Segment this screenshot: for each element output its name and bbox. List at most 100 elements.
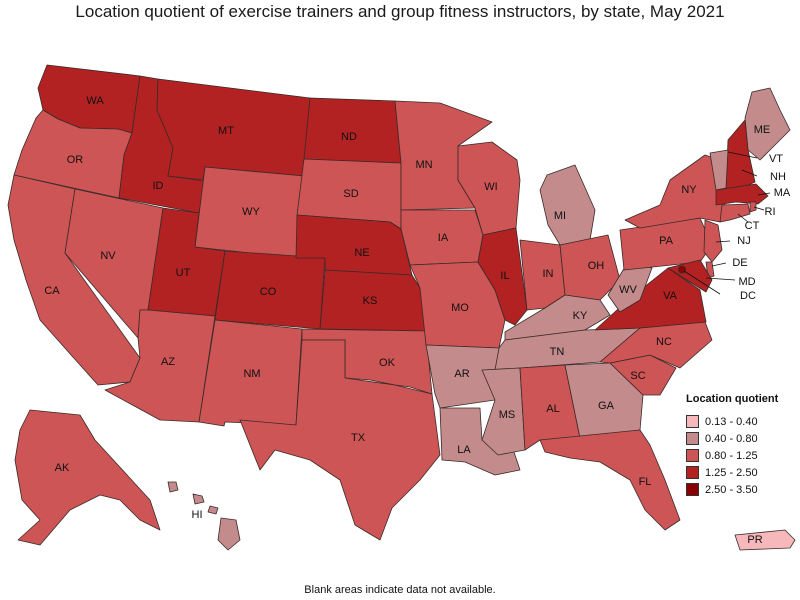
state-il: [477, 227, 528, 326]
state-label-il: IL: [500, 270, 509, 282]
state-label-mn: MN: [415, 159, 432, 171]
state-label-de: DE: [732, 257, 747, 269]
state-ar: [425, 344, 500, 409]
label-leader-lines: [683, 151, 771, 295]
state-label-sd: SD: [343, 188, 358, 200]
state-label-or: OR: [67, 154, 84, 166]
legend-label: 0.40 - 0.80: [705, 432, 758, 445]
state-label-ny: NY: [681, 184, 697, 196]
state-label-ks: KS: [363, 295, 378, 307]
state-label-ak: AK: [55, 462, 70, 474]
state-tx: [239, 339, 441, 541]
state-fl: [539, 429, 681, 531]
state-nj: [703, 219, 723, 263]
leader-line-de: [711, 262, 727, 267]
state-ak: [14, 409, 161, 546]
state-label-ga: GA: [598, 400, 615, 412]
leader-line-ma: [757, 192, 771, 196]
state-label-ct: CT: [745, 220, 760, 232]
state-ri: [749, 201, 757, 213]
legend: Location quotient 0.13 - 0.40 0.40 - 0.8…: [686, 393, 796, 498]
state-label-nd: ND: [341, 131, 357, 143]
state-ga: [564, 362, 644, 439]
state-mi: [539, 164, 596, 246]
leader-line-nh: [741, 169, 758, 177]
state-pr: [734, 529, 796, 551]
state-label-ma: MA: [774, 187, 791, 199]
legend-swatch: [686, 415, 699, 428]
state-label-ar: AR: [454, 368, 469, 380]
states-layer: [7, 64, 796, 551]
state-label-ne: NE: [354, 247, 369, 259]
state-la: [439, 407, 521, 476]
state-label-mi: MI: [554, 210, 566, 222]
state-label-wy: WY: [242, 206, 260, 218]
legend-item: 0.80 - 1.25: [686, 447, 796, 464]
footnote: Blank areas indicate data not available.: [304, 584, 496, 596]
state-label-pr: PR: [747, 534, 762, 546]
legend-label: 0.13 - 0.40: [705, 415, 758, 428]
state-label-nv: NV: [100, 250, 116, 262]
legend-label: 1.25 - 2.50: [705, 466, 758, 479]
state-label-vt: VT: [769, 153, 783, 165]
state-oh: [559, 234, 621, 301]
legend-label: 0.80 - 1.25: [705, 449, 758, 462]
legend-item: 0.40 - 0.80: [686, 430, 796, 447]
state-vt: [709, 149, 729, 191]
legend-swatch: [686, 466, 699, 479]
state-label-fl: FL: [639, 476, 652, 488]
state-label-nc: NC: [656, 336, 672, 348]
state-label-az: AZ: [161, 356, 175, 368]
state-label-me: ME: [754, 124, 771, 136]
state-label-ca: CA: [44, 285, 60, 297]
legend-item: 2.50 - 3.50: [686, 481, 796, 498]
state-label-ri: RI: [765, 206, 776, 218]
legend-item: 0.13 - 0.40: [686, 413, 796, 430]
leader-line-nj: [715, 240, 731, 243]
legend-item: 1.25 - 2.50: [686, 464, 796, 481]
state-label-mo: MO: [451, 302, 469, 314]
state-ma: [715, 183, 769, 206]
state-label-id: ID: [153, 180, 164, 192]
legend-swatch: [686, 483, 699, 496]
state-label-mt: MT: [218, 125, 234, 137]
state-label-pa: PA: [659, 235, 674, 247]
state-ct: [719, 203, 751, 223]
leader-line-ri: [753, 206, 765, 211]
state-label-md: MD: [738, 276, 755, 288]
state-label-ok: OK: [379, 357, 396, 369]
state-label-va: VA: [663, 290, 678, 302]
leader-line-dc: [683, 270, 721, 295]
state-label-sc: SC: [630, 370, 645, 382]
state-hi: [167, 481, 241, 551]
state-label-wv: WV: [619, 284, 637, 296]
leader-line-md: [705, 277, 736, 281]
state-label-ms: MS: [499, 409, 516, 421]
state-label-in: IN: [543, 268, 554, 280]
leader-line-vt: [727, 151, 758, 159]
state-label-co: CO: [260, 286, 277, 298]
state-dc: [678, 265, 686, 274]
state-label-wa: WA: [86, 95, 104, 107]
legend-swatch: [686, 432, 699, 445]
state-label-tn: TN: [550, 346, 565, 358]
state-me: [744, 87, 791, 161]
leader-line-ct: [737, 213, 749, 223]
state-label-la: LA: [457, 444, 471, 456]
legend-title: Location quotient: [686, 393, 779, 405]
state-label-oh: OH: [588, 260, 605, 272]
state-label-nm: NM: [243, 368, 260, 380]
state-label-ia: IA: [438, 232, 449, 244]
state-label-al: AL: [546, 403, 559, 415]
state-label-dc: DC: [740, 290, 756, 302]
state-label-ut: UT: [176, 267, 191, 279]
legend-swatch: [686, 449, 699, 462]
state-label-wi: WI: [484, 181, 497, 193]
state-label-ky: KY: [573, 310, 588, 322]
legend-label: 2.50 - 3.50: [705, 483, 758, 496]
state-ny: [624, 154, 726, 229]
state-label-tx: TX: [351, 432, 366, 444]
map-title: Location quotient of exercise trainers a…: [75, 2, 725, 21]
state-labels: WA OR CA ID NV MT WY UT AZ CO NM ND SD NE KS OK TX MN IA MO…: [44, 95, 791, 546]
